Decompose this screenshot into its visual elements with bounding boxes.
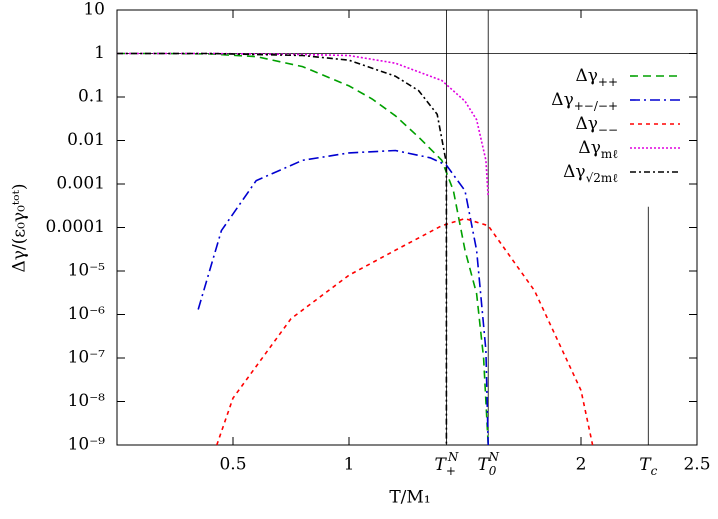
legend-name: Δγ [563, 162, 585, 182]
legend-label: Δγmℓ [578, 138, 618, 161]
legend-label: Δγ√2mℓ [563, 162, 618, 185]
series-line [197, 149, 489, 446]
y-tick-label: 1 [94, 43, 105, 63]
y-tick-label: 0.0001 [46, 217, 105, 237]
legend-name: Δγ [575, 114, 597, 134]
x-tick-label: 1 [344, 455, 355, 475]
legend-name: Δγ [578, 138, 600, 158]
marker-label-sup: N [447, 450, 459, 464]
y-tick-label: 10⁻⁵ [68, 261, 106, 281]
marker-label-sub: 0 [489, 464, 497, 478]
marker-label: Tc [639, 455, 657, 478]
marker-label-sub: + [446, 464, 456, 478]
marker-label: T0N [477, 450, 499, 478]
legend-subscript: −− [598, 123, 618, 137]
legend-subscript: mℓ [601, 147, 618, 161]
y-tick-label: 10⁻⁷ [68, 348, 106, 368]
legend-subscript: +−/−+ [574, 99, 618, 113]
legend-name: Δγ [575, 66, 597, 86]
x-tick-label: 2.5 [683, 455, 710, 475]
y-tick-label: 10⁻⁹ [68, 435, 106, 455]
marker-label-base: T [434, 455, 447, 475]
y-tick-label: 0.001 [56, 174, 105, 194]
marker-label-sub: c [651, 464, 658, 478]
y-tick-label: 10 [83, 0, 105, 20]
y-axis-label: Δγ/(ε₀γ₀ᵗᵒᵗ) [10, 184, 30, 273]
y-tick-label: 0.1 [78, 87, 105, 107]
x-tick-label: 2 [576, 455, 587, 475]
legend-subscript: ++ [598, 75, 618, 89]
marker-label-base: T [477, 455, 490, 475]
legend-label: Δγ++ [575, 66, 618, 89]
marker-label-sup: N [487, 450, 499, 464]
series-line [117, 52, 448, 445]
series-line [216, 217, 594, 446]
legend-label: Δγ+−/−+ [551, 90, 618, 113]
y-tick-label: 0.01 [67, 130, 105, 150]
marker-label: T+N [434, 450, 458, 478]
legend-label: Δγ−− [575, 114, 618, 137]
y-tick-label: 10⁻⁸ [68, 391, 106, 411]
marker-label-base: T [639, 455, 652, 475]
x-tick-label: 0.5 [219, 455, 246, 475]
legend-name: Δγ [551, 90, 573, 110]
series-line [117, 52, 489, 198]
x-axis-label: T/M₁ [389, 488, 430, 508]
legend-subscript: √2mℓ [586, 171, 619, 185]
y-tick-label: 10⁻⁶ [68, 304, 106, 324]
series-line [117, 52, 489, 446]
